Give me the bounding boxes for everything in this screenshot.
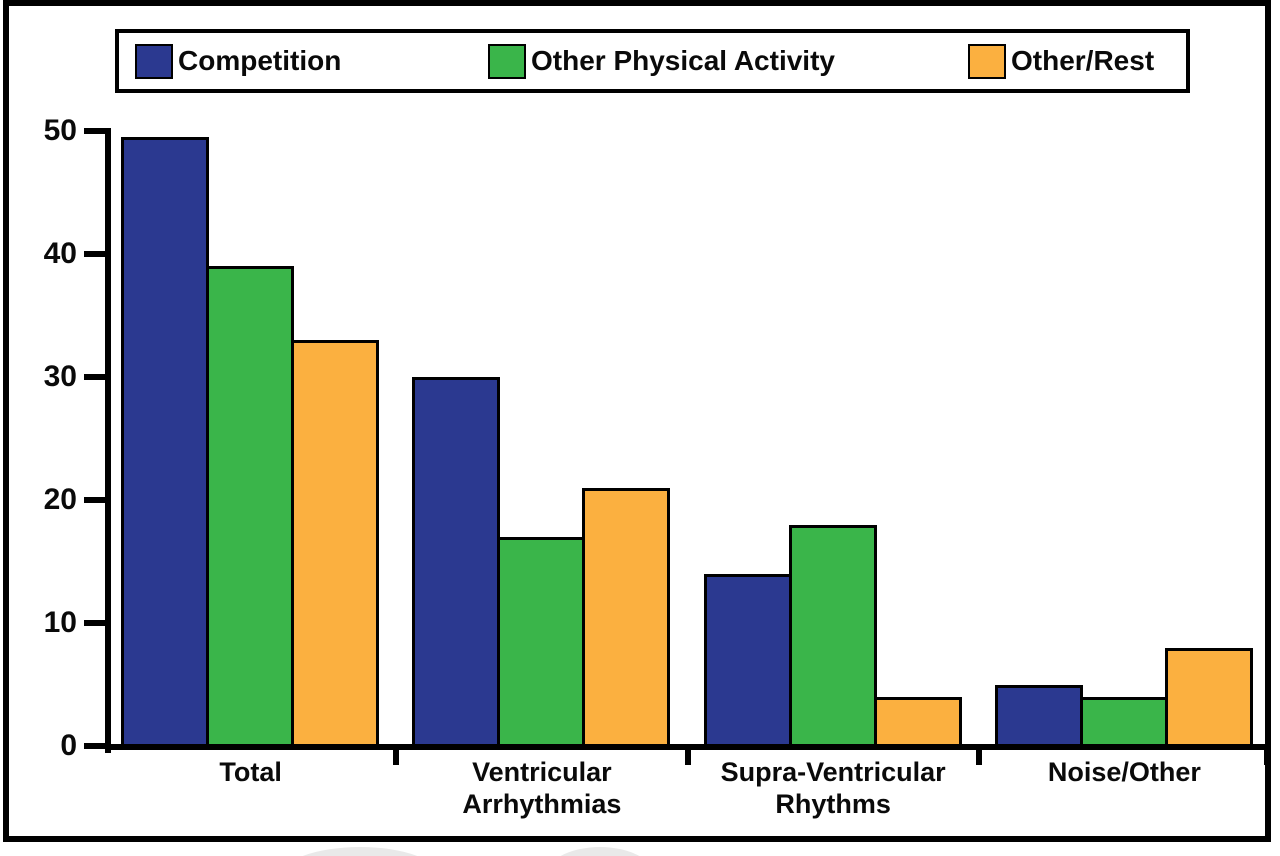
x-axis-tick (975, 750, 982, 765)
watermark-shape (545, 847, 655, 856)
y-axis-tick (84, 497, 105, 503)
legend-item: Competition (135, 33, 341, 89)
bar-other-physical-activity (497, 536, 586, 750)
bar-competition (121, 137, 209, 750)
watermark-shape (280, 847, 440, 856)
x-category-label: Supra-Ventricular Rhythms (720, 757, 946, 819)
y-axis-tick (84, 743, 105, 749)
bar-other-physical-activity (206, 266, 294, 750)
x-axis-tick (684, 750, 691, 765)
x-category-label: Noise/Other (1047, 757, 1201, 787)
y-tick-label: 20 (43, 483, 77, 516)
x-axis-line (105, 744, 1270, 750)
bar-competition (412, 377, 501, 750)
legend-item: Other/Rest (968, 33, 1154, 89)
x-category-label: Ventricular Arrhythmias (462, 757, 622, 819)
legend-label: Other/Rest (1011, 45, 1155, 76)
y-axis-tick (84, 374, 105, 380)
legend-label: Competition (178, 45, 342, 76)
legend-swatch-icon (968, 43, 1006, 79)
bar-other-rest (1164, 647, 1253, 750)
bar-other-rest (873, 696, 962, 750)
y-tick-label: 10 (43, 606, 77, 639)
legend-swatch-icon (135, 43, 173, 79)
y-axis-tick (84, 251, 105, 257)
y-tick-label: 0 (60, 729, 77, 762)
bar-other-physical-activity (1079, 696, 1168, 750)
legend-label: Other Physical Activity (531, 45, 835, 76)
bar-competition (994, 684, 1083, 750)
bar-other-rest (291, 340, 379, 750)
bar-competition (703, 573, 792, 750)
bar-other-rest (582, 487, 671, 750)
legend-swatch-icon (488, 43, 526, 79)
y-tick-label: 50 (43, 114, 77, 147)
chart-legend: Competition Other Physical Activity Other/… (115, 29, 1190, 93)
y-tick-label: 40 (43, 237, 77, 270)
y-axis-tick (84, 128, 105, 134)
y-axis-tick (84, 620, 105, 626)
bar-other-physical-activity (788, 524, 877, 750)
x-category-label: Total (219, 757, 282, 787)
legend-item: Other Physical Activity (488, 33, 835, 89)
y-axis-line (105, 128, 111, 753)
y-tick-label: 30 (43, 360, 77, 393)
x-axis-tick (393, 750, 400, 765)
